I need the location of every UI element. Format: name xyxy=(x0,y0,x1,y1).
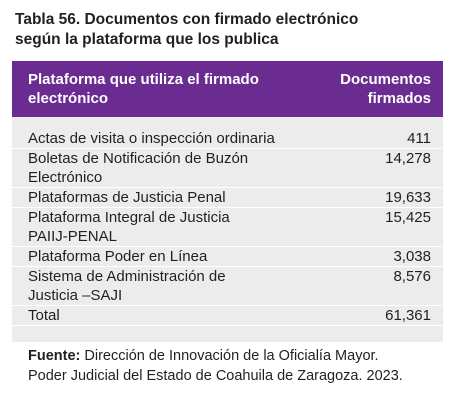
table-row-total: Total 61,361 xyxy=(12,306,443,326)
header-documents: Documentos firmados xyxy=(301,70,431,108)
row-value: 14,278 xyxy=(385,150,431,167)
row-value: 15,425 xyxy=(385,209,431,226)
header-platform-line-1: Plataforma que utiliza el firmado xyxy=(28,71,259,88)
header-platform-line-2: electrónico xyxy=(28,90,109,107)
row-label: Actas de visita o inspección ordinaria xyxy=(28,130,275,147)
row-label: Plataforma Poder en Línea xyxy=(28,248,208,265)
row-label: Boletas de Notificación de Buzón Electrón… xyxy=(28,150,249,186)
table-body: Actas de visita o inspección ordinaria 4… xyxy=(12,129,443,326)
header-documents-line-1: Documentos xyxy=(340,71,431,88)
source-line-2: Poder Judicial del Estado de Coahuila de… xyxy=(28,368,403,384)
source-note: Fuente: Dirección de Innovación de la Of… xyxy=(28,346,448,386)
table-row: Boletas de Notificación de Buzón Electrón… xyxy=(12,149,443,188)
row-label: Plataformas de Justicia Penal xyxy=(28,189,226,206)
row-value: 61,361 xyxy=(385,307,431,324)
table-row: Actas de visita o inspección ordinaria 4… xyxy=(12,129,443,149)
table-row: Plataforma Poder en Línea 3,038 xyxy=(12,247,443,267)
table-title: Tabla 56. Documentos con firmado electró… xyxy=(15,10,445,50)
row-label: Plataforma Integral de Justicia PAIIJ-PEN… xyxy=(28,209,230,245)
table-title-line-1: Tabla 56. Documentos con firmado electró… xyxy=(15,11,359,28)
header-platform: Plataforma que utiliza el firmado electr… xyxy=(28,70,268,108)
row-value: 411 xyxy=(407,130,431,147)
row-value: 3,038 xyxy=(393,248,431,265)
source-text-1: Dirección de Innovación de la Oficialía … xyxy=(80,348,379,364)
table-title-line-2: según la plataforma que los publica xyxy=(15,31,279,48)
row-value: 19,633 xyxy=(385,189,431,206)
row-value: 8,576 xyxy=(393,268,431,285)
source-label: Fuente: xyxy=(28,348,81,364)
data-table: Plataforma que utiliza el firmado electr… xyxy=(12,61,443,342)
header-documents-line-2: firmados xyxy=(367,90,431,107)
row-label: Total xyxy=(28,307,60,324)
table-header: Plataforma que utiliza el firmado electr… xyxy=(12,61,443,117)
source-line-1: Fuente: Dirección de Innovación de la Of… xyxy=(28,346,448,366)
table-row: Plataformas de Justicia Penal 19,633 xyxy=(12,188,443,208)
table-row: Plataforma Integral de Justicia PAIIJ-PEN… xyxy=(12,208,443,247)
table-row: Sistema de Administración de Justicia –SA… xyxy=(12,267,443,306)
row-label: Sistema de Administración de Justicia –SA… xyxy=(28,268,226,304)
